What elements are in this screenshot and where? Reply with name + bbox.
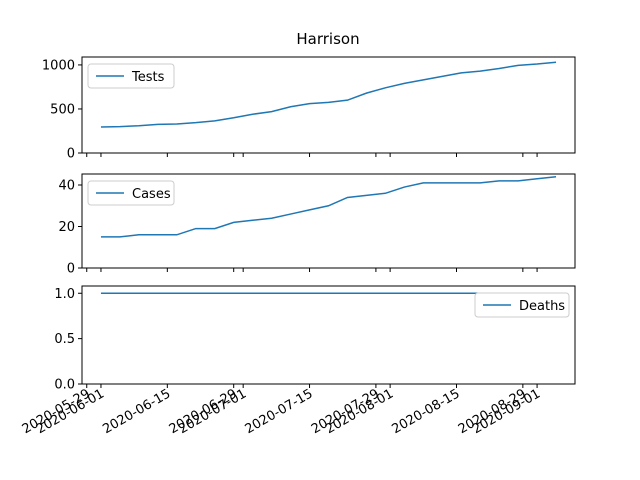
y-tick-label: 0.0 <box>54 378 75 393</box>
legend-label: Tests <box>131 70 165 85</box>
line <box>100 175 557 238</box>
axes-frame <box>81 56 576 154</box>
y-tick-label: 1000 <box>42 58 75 73</box>
y-tick-label: 20 <box>58 220 75 235</box>
axes-frame <box>81 173 576 269</box>
legend-box <box>474 292 570 318</box>
x-tick-label: 2020-08-15 <box>390 386 463 437</box>
legend-label: Cases <box>132 187 171 202</box>
y-tick-label: 0 <box>67 147 75 162</box>
chart-title: Harrison <box>296 30 359 48</box>
y-tick-label: 1.0 <box>54 287 75 302</box>
y-tick-label: 0 <box>67 262 75 277</box>
y-tick-label: 40 <box>58 178 75 193</box>
y-tick-label: 0.5 <box>54 332 75 347</box>
line <box>100 61 557 128</box>
x-tick-label: 2020-07-15 <box>243 386 316 437</box>
legend-box <box>87 180 175 206</box>
legend: Deaths <box>474 292 570 318</box>
y-tick-label: 500 <box>50 102 75 117</box>
axes-frame <box>81 285 576 385</box>
legend: Cases <box>87 180 175 206</box>
legend: Tests <box>87 63 175 89</box>
x-tick-label: 2020-06-15 <box>100 386 173 437</box>
legend-label: Deaths <box>519 299 565 314</box>
legend-box <box>87 63 175 89</box>
